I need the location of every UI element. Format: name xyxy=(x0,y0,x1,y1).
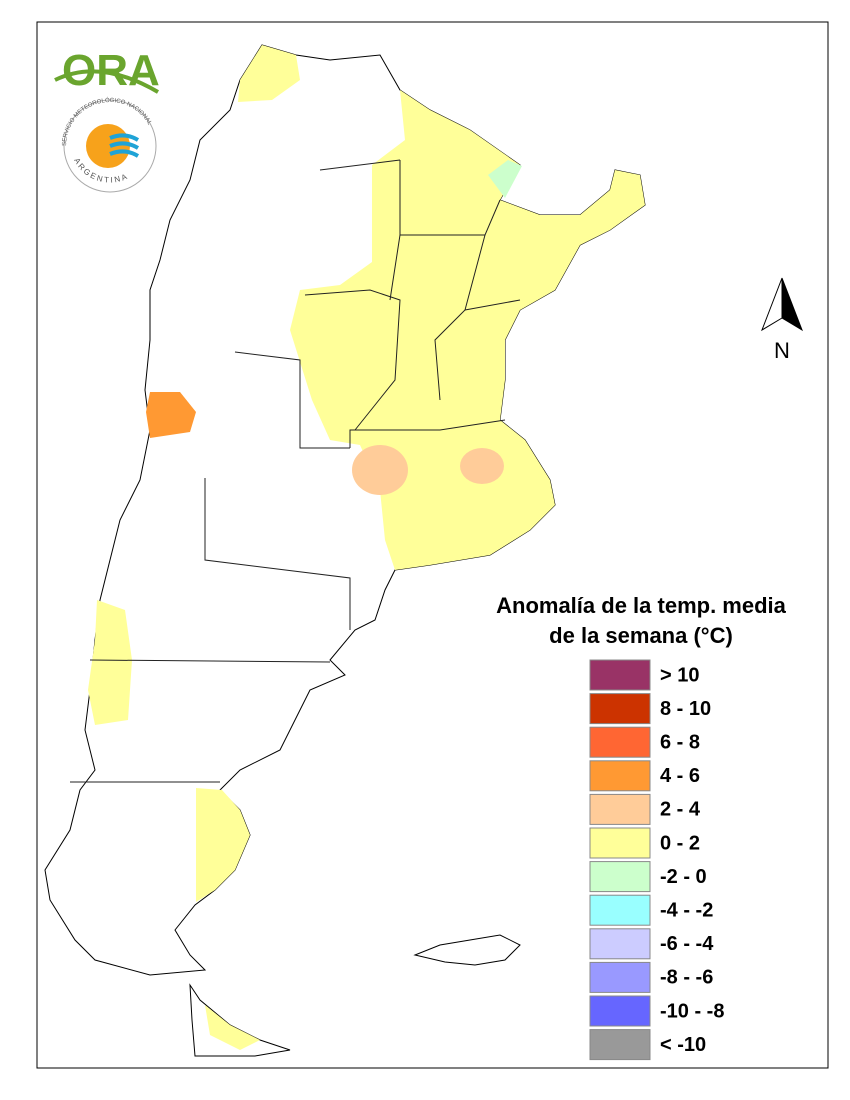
region-minus2-0 xyxy=(488,160,522,198)
legend-swatch xyxy=(589,1029,651,1061)
malvinas xyxy=(413,934,521,966)
tierra-del-fuego xyxy=(189,983,291,1057)
legend-swatch xyxy=(589,760,651,792)
region-0-2 xyxy=(88,600,132,725)
north-label: N xyxy=(774,338,790,363)
ora-text: ORA xyxy=(62,46,160,95)
smn-sun xyxy=(86,124,130,168)
legend-label: 2 - 4 xyxy=(660,799,701,821)
legend-swatch xyxy=(589,928,651,960)
legend-label: -6 - -4 xyxy=(660,933,714,955)
legend-label: -2 - 0 xyxy=(660,866,707,888)
legend-swatch xyxy=(589,726,651,758)
legend-swatch xyxy=(589,793,651,825)
legend-swatch xyxy=(589,861,651,893)
province-borders xyxy=(70,159,521,783)
legend-title: de la semana (°C) xyxy=(549,623,733,648)
north-arrow: N xyxy=(761,277,803,363)
legend-label: > 10 xyxy=(660,664,699,686)
legend-label: -10 - -8 xyxy=(660,1000,724,1022)
legend-label: < -10 xyxy=(660,1034,706,1056)
map xyxy=(44,44,646,1057)
legend-label: 0 - 2 xyxy=(660,832,700,854)
legend-swatch xyxy=(589,693,651,725)
legend-swatch xyxy=(589,894,651,926)
legend-label: 8 - 10 xyxy=(660,698,711,720)
ora-swoosh xyxy=(54,69,160,94)
legend-swatch xyxy=(589,961,651,993)
legend-label: 6 - 8 xyxy=(660,731,700,753)
region-0-2 xyxy=(196,788,250,902)
legend-label: 4 - 6 xyxy=(660,765,700,787)
ora-logo: ORA xyxy=(54,46,160,95)
legend-swatch xyxy=(589,995,651,1027)
region-2-4 xyxy=(352,445,408,495)
north-arrow-right xyxy=(781,277,803,332)
region-2-4 xyxy=(460,448,504,484)
region-4-6 xyxy=(146,392,196,438)
legend-swatch xyxy=(589,827,651,859)
legend-label: -4 - -2 xyxy=(660,899,713,921)
legend-title: Anomalía de la temp. media xyxy=(496,593,787,618)
tierra-del-fuego-east xyxy=(205,1005,260,1050)
region-0-2 xyxy=(238,45,300,102)
legend: Anomalía de la temp. media de la semana … xyxy=(496,593,787,1061)
legend-label: -8 - -6 xyxy=(660,967,713,989)
legend-swatch xyxy=(589,659,651,691)
smn-waves xyxy=(109,133,140,158)
